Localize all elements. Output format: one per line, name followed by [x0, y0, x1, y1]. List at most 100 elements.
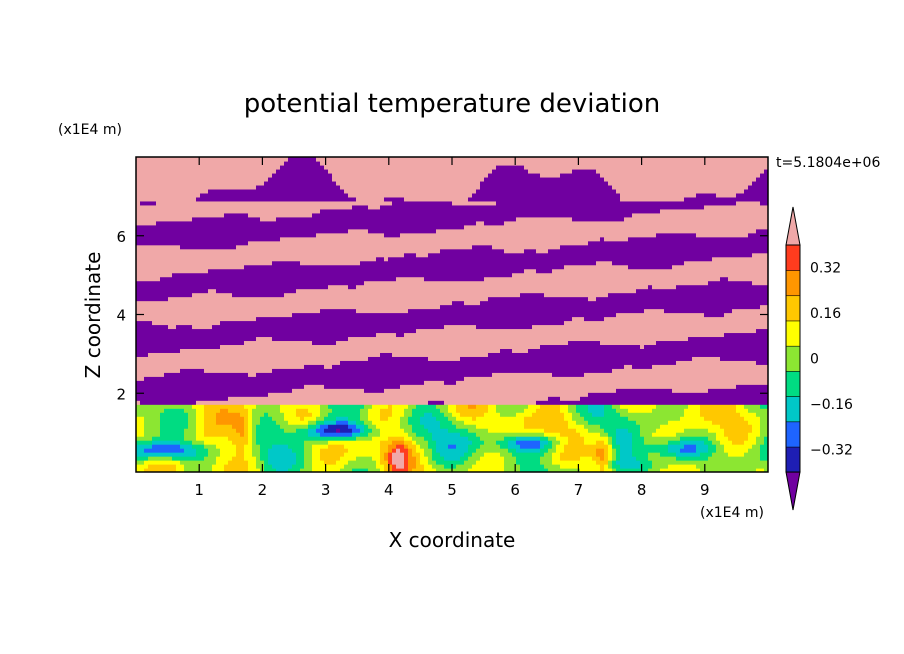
field-cell: [176, 220, 181, 226]
field-cell: [188, 332, 193, 338]
field-cell: [136, 172, 141, 178]
field-cell: [320, 380, 325, 385]
field-cell: [180, 204, 185, 210]
field-cell: [340, 288, 345, 294]
field-cell: [244, 164, 249, 170]
field-cell: [196, 336, 201, 342]
field-cell: [320, 232, 325, 238]
field-cell: [344, 256, 349, 262]
field-cell: [272, 268, 277, 274]
field-cell: [376, 456, 381, 461]
field-cell: [380, 336, 385, 342]
field-cell: [284, 308, 289, 314]
field-cell: [144, 332, 149, 338]
field-cell: [264, 168, 269, 174]
field-cell: [324, 260, 329, 266]
field-cell: [268, 300, 273, 306]
field-cell: [340, 256, 345, 262]
field-cell: [168, 200, 173, 206]
field-cell: [160, 276, 165, 282]
field-cell: [176, 244, 181, 250]
field-cell: [376, 412, 381, 417]
field-cell: [180, 432, 185, 437]
field-cell: [148, 324, 153, 330]
field-cell: [236, 304, 241, 310]
field-cell: [148, 196, 153, 202]
field-cell: [320, 248, 325, 254]
field-cell: [328, 384, 333, 389]
field-cell: [320, 360, 325, 365]
field-cell: [152, 372, 157, 377]
field-cell: [292, 416, 297, 421]
field-cell: [356, 452, 361, 457]
field-cell: [148, 320, 153, 326]
field-cell: [148, 408, 153, 413]
field-cell: [360, 376, 365, 381]
field-cell: [336, 264, 341, 270]
field-cell: [280, 448, 285, 453]
field-cell: [304, 384, 309, 389]
field-cell: [368, 224, 373, 230]
field-cell: [244, 168, 249, 174]
field-cell: [296, 196, 301, 202]
field-cell: [368, 436, 373, 441]
field-cell: [248, 284, 253, 290]
field-cell: [204, 448, 209, 453]
field-cell: [244, 376, 249, 381]
field-cell: [280, 240, 285, 246]
field-cell: [356, 436, 361, 441]
field-cell: [308, 176, 313, 182]
field-cell: [356, 212, 361, 218]
field-cell: [316, 192, 321, 198]
field-cell: [204, 376, 209, 381]
field-cell: [208, 376, 213, 381]
field-cell: [200, 276, 205, 282]
field-cell: [244, 380, 249, 385]
field-cell: [256, 296, 261, 302]
field-cell: [256, 368, 261, 373]
field-cell: [364, 364, 369, 369]
field-cell: [164, 392, 169, 397]
field-cell: [172, 356, 177, 361]
field-cell: [208, 340, 213, 346]
field-cell: [224, 272, 229, 278]
field-cell: [140, 424, 145, 429]
field-cell: [244, 456, 249, 461]
field-cell: [368, 432, 373, 437]
field-cell: [272, 236, 277, 242]
field-cell: [328, 236, 333, 242]
field-cell: [320, 336, 325, 342]
field-cell: [188, 360, 193, 365]
field-cell: [292, 448, 297, 453]
field-cell: [288, 232, 293, 238]
field-cell: [360, 452, 365, 457]
field-cell: [360, 280, 365, 286]
field-cell: [228, 372, 233, 377]
field-cell: [364, 168, 369, 174]
field-cell: [232, 392, 237, 397]
field-cell: [280, 464, 285, 469]
field-cell: [232, 268, 237, 274]
field-cell: [196, 352, 201, 357]
field-cell: [192, 416, 197, 421]
field-cell: [268, 448, 273, 453]
field-cell: [380, 468, 385, 472]
field-cell: [340, 168, 345, 174]
field-cell: [156, 352, 161, 357]
field-cell: [240, 440, 245, 445]
field-cell: [252, 240, 257, 246]
field-cell: [264, 468, 269, 472]
field-cell: [192, 260, 197, 266]
field-cell: [260, 172, 265, 178]
field-cell: [288, 392, 293, 397]
field-cell: [280, 160, 285, 166]
field-cell: [208, 432, 213, 437]
field-cell: [368, 312, 373, 318]
field-cell: [236, 448, 241, 453]
field-cell: [268, 172, 273, 178]
field-cell: [188, 448, 193, 453]
field-cell: [252, 212, 257, 218]
field-cell: [260, 164, 265, 170]
field-cell: [304, 400, 309, 405]
field-cell: [280, 157, 285, 162]
